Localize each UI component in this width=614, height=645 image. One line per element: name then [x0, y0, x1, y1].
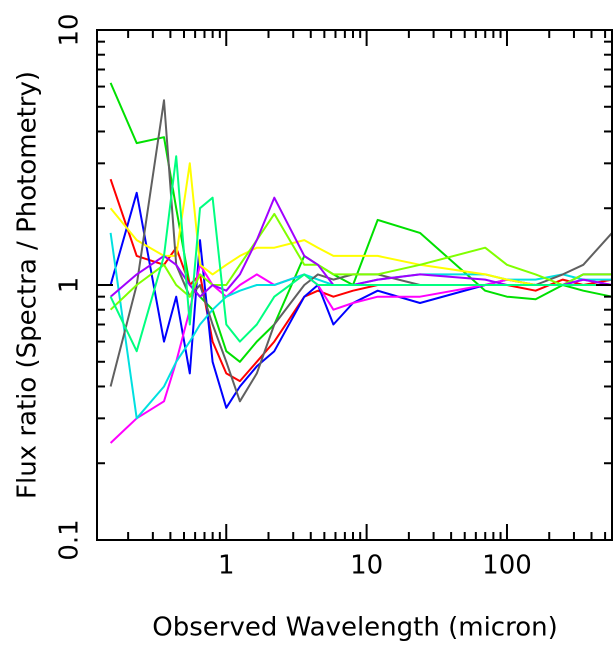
data-line — [109, 155, 612, 353]
y-tick-label: 1 — [55, 277, 85, 294]
x-axis-label: Observed Wavelength (micron) — [152, 613, 558, 643]
data-line — [109, 162, 612, 286]
y-tick-label: 10 — [55, 13, 85, 46]
y-tick-label: 0.1 — [55, 519, 85, 560]
x-tick-label: 10 — [350, 551, 383, 581]
x-tick-label: 1 — [218, 551, 235, 581]
data-line — [109, 212, 612, 311]
y-axis-label: Flux ratio (Spectra / Photometry) — [13, 71, 43, 499]
data-line — [109, 82, 613, 363]
x-tick-label: 100 — [482, 551, 532, 581]
